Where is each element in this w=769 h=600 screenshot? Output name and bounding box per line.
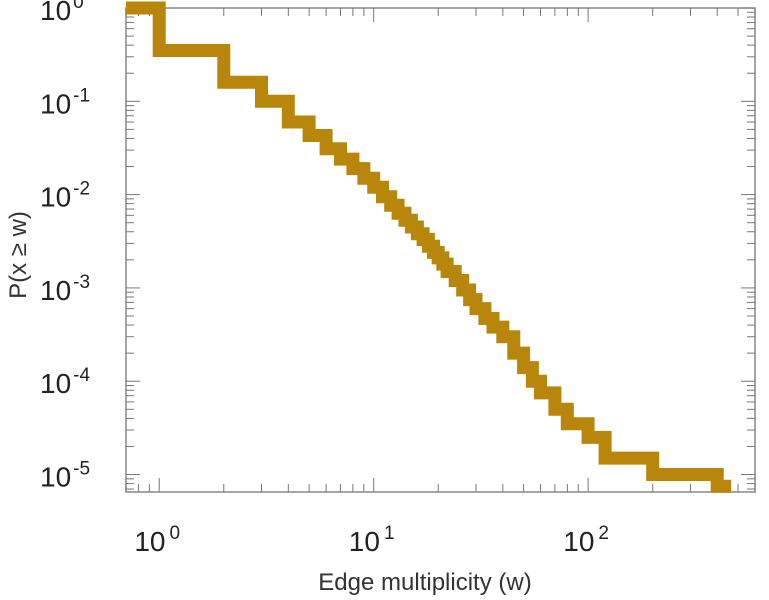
- y-tick-exponent: -2: [73, 179, 90, 200]
- x-tick-exponent: 2: [598, 523, 609, 544]
- y-tick-label: 10 -1: [40, 85, 90, 119]
- x-tick-label: 10 2: [563, 523, 609, 557]
- y-tick-label: 10 0: [40, 0, 84, 26]
- y-tick-exponent: -5: [73, 459, 90, 480]
- x-tick-base: 10: [349, 526, 380, 557]
- minor-ticks: [125, 8, 756, 492]
- x-tick-label: 10 0: [134, 523, 180, 557]
- y-tick-base: 10: [40, 368, 71, 399]
- y-axis-label: P(x ≥ w): [5, 211, 32, 299]
- x-tick-label: 10 1: [349, 523, 395, 557]
- plot-frame: [125, 7, 756, 493]
- y-tick-label: 10 -3: [40, 272, 90, 306]
- y-tick-base: 10: [40, 88, 71, 119]
- x-tick-base: 10: [134, 526, 165, 557]
- y-tick-exponent: 0: [73, 0, 84, 13]
- y-tick-base: 10: [40, 0, 71, 26]
- y-tick-base: 10: [40, 462, 71, 493]
- x-tick-labels: 10 0 10 1 10 2: [134, 523, 609, 557]
- y-tick-exponent: -3: [73, 272, 90, 293]
- x-tick-base: 10: [563, 526, 594, 557]
- y-tick-base: 10: [40, 182, 71, 213]
- major-ticks: [126, 7, 755, 492]
- y-tick-label: 10 -4: [40, 365, 90, 399]
- x-tick-exponent: 0: [170, 523, 181, 544]
- y-tick-exponent: -4: [73, 365, 90, 386]
- x-tick-exponent: 1: [384, 523, 395, 544]
- ccdf-series-line: [126, 1, 732, 493]
- y-tick-label: 10 -2: [40, 179, 90, 213]
- y-tick-label: 10 -5: [40, 459, 90, 493]
- y-tick-exponent: -1: [73, 85, 90, 106]
- x-axis-label: Edge multiplicity (w): [318, 569, 531, 596]
- y-tick-base: 10: [40, 275, 71, 306]
